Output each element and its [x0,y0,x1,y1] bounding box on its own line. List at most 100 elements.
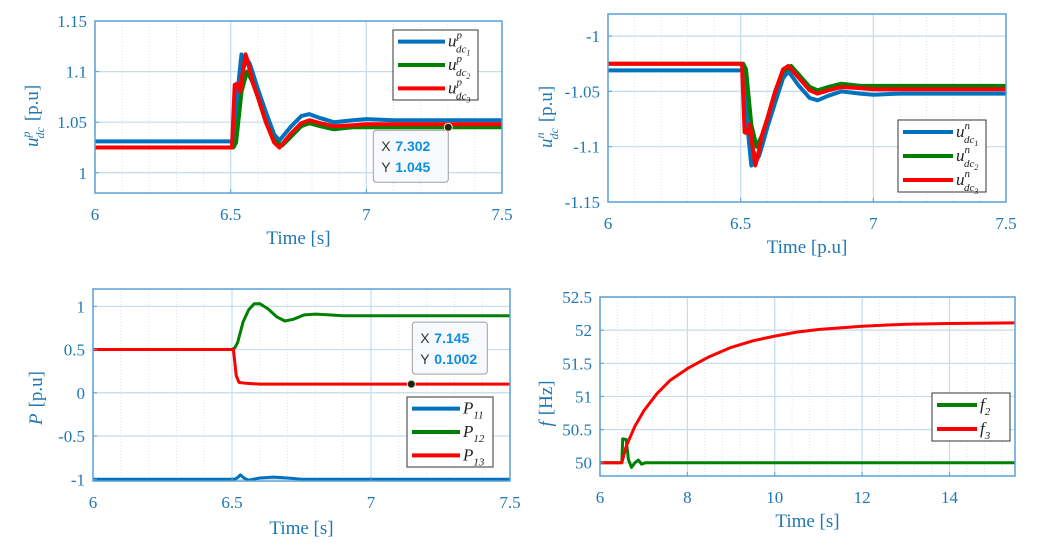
x-tick-label: 6 [89,493,98,512]
y-tick-label: 51.5 [562,354,592,373]
y-axis-label-text: P [p.u] [26,371,47,426]
y-axis-label: updc [p.u] [19,85,47,147]
y-axis-label-text: updc [p.u] [19,85,47,147]
y-tick-label: -1 [71,470,85,489]
legend-label-u^p_dc2: up dc2 [448,53,470,81]
legend-label-u^n_dc2-sub: dc [964,158,975,170]
y-label-symbol: f [536,419,557,427]
x-axis-label: Time [p.u] [767,237,848,258]
legend-label-u^p_dc3-idx: 3 [465,95,470,104]
x-tick-label: 7.5 [995,214,1016,233]
y-tick-label: 1.05 [57,113,87,132]
y-tick-label: 1 [77,297,86,316]
legend-label-u^n_dc2-sup: n [965,144,971,156]
y-tick-label: 50 [575,454,592,473]
y-tick-label: 1 [79,164,88,183]
legend-label-u^p_dc1: up dc1 [448,30,470,58]
x-tick-label: 6 [604,214,613,233]
y-label-sub: dc [547,128,561,140]
legend-label-u^n_dc1-sup: n [965,120,971,132]
series-line-P11 [93,473,510,481]
y-label-symbol: u [22,138,43,148]
legend-label-P11-base: P [462,399,473,418]
datatip-x-key: X [381,138,391,154]
series-line-f2 [600,437,1015,469]
series-line-u^n_dc3 [608,61,1006,168]
y-tick-label: 1.1 [66,63,87,82]
legend-label-u^p_dc1-sup: p [456,30,463,42]
y-label-unit: [p.u] [22,85,43,121]
x-tick-label: 7.5 [499,493,520,512]
x-axis-label: Time [s] [775,511,839,532]
y-label-sup: n [533,133,547,139]
series-line-f3 [600,321,1015,465]
y-axis-label: P [p.u] [26,371,47,426]
legend-label-P11: P11 [462,399,484,422]
y-tick-label: -1.05 [565,82,600,101]
plot-area [600,297,1015,476]
legend-label-u^p_dc1-sub: dc [456,44,467,56]
legend-label-u^n_dc2-idx: 2 [974,163,978,172]
x-axis-label: Time [s] [266,228,330,249]
legend-label-f3: f3 [980,419,991,442]
x-tick-label: 12 [854,488,871,507]
y-label-symbol: u [536,139,557,149]
x-tick-label: 6 [596,488,605,507]
datatip-box [372,129,449,183]
datatip-y-key: Y [381,159,391,175]
y-label-symbol: P [26,413,47,426]
legend-label-P13: P13 [462,445,485,468]
y-label-unit: [p.u] [536,86,557,122]
legend-label-u^n_dc3-base: u [956,170,965,189]
legend-label-f2: f2 [980,395,991,418]
series-line-P13 [93,348,510,386]
legend-label-u^n_dc3: un dc3 [956,168,978,196]
legend-label-f3-base: f [980,419,987,438]
legend-label-u^p_dc3-sub: dc [456,90,467,102]
y-tick-label: -1 [586,27,600,46]
x-tick-label: 8 [683,488,692,507]
x-tick-label: 7 [362,205,371,224]
legend-label-u^n_dc1: un dc1 [956,120,978,148]
datatip-box [411,321,488,375]
legend-label-P12-base: P [462,422,473,441]
y-label-sub: dc [33,127,47,139]
legend-label-f2-base: f [980,395,987,414]
datatip-marker[interactable] [443,122,453,132]
legend-label-u^p_dc3: up dc3 [448,76,470,104]
legend-label-u^n_dc3-sup: n [965,168,971,180]
legend-label-u^p_dc1-base: u [448,32,457,51]
legend-label-u^n_dc1-sub: dc [964,134,975,146]
x-tick-label: 7 [367,493,376,512]
x-axis-label: Time [s] [269,518,333,539]
y-label-unit: [Hz] [536,380,557,415]
y-tick-label: -1.15 [565,193,600,212]
legend-label-u^n_dc3-idx: 3 [973,187,978,196]
legend-label-P11-sub: 11 [473,410,483,422]
legend-label-u^n_dc2: un dc2 [956,144,978,172]
x-tick-label: 7.5 [491,205,512,224]
legend-label-u^n_dc1-base: u [956,122,965,141]
datatip-x-key: X [420,330,430,346]
y-tick-label: 52.5 [562,288,592,307]
legend-label-f3-sub: 3 [984,430,991,442]
datatip-y-key: Y [420,351,430,367]
axes-box [94,20,503,194]
datatip-marker[interactable] [406,379,416,389]
x-tick-label: 6.5 [221,493,242,512]
x-tick-label: 7 [869,214,878,233]
axes-box [599,296,1016,477]
series-line-P12 [231,302,510,351]
y-tick-label: 52 [575,321,592,340]
legend-label-u^n_dc1-idx: 1 [974,139,978,148]
y-axis-label-text: undc [p.u] [533,86,561,148]
datatip-x-value: 7.302 [395,138,430,154]
legend-label-u^p_dc3-base: u [448,78,457,97]
legend-label-u^p_dc1-idx: 1 [466,49,470,58]
